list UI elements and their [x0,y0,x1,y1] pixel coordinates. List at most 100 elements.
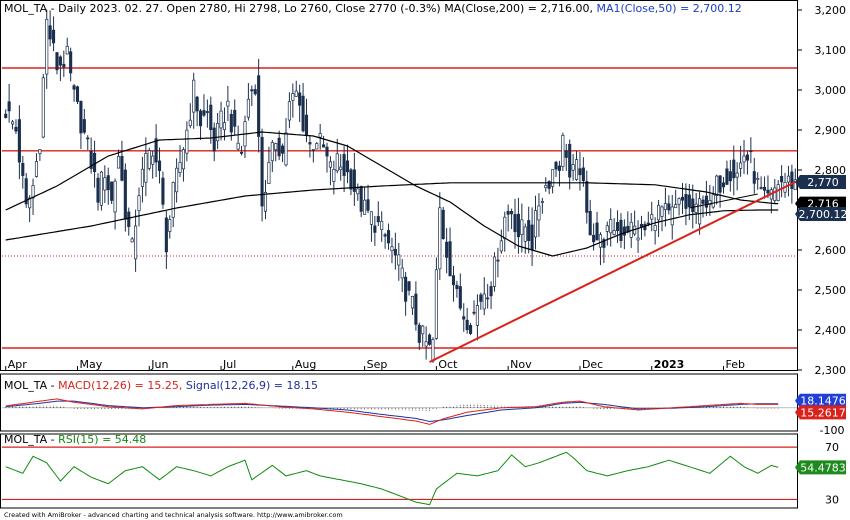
candle-body [373,225,377,233]
rsi-frame [0,433,798,509]
candle-body [99,171,103,206]
candle-body [267,161,271,185]
candle-body [530,224,534,251]
candle-body [766,189,770,194]
candle-body [739,162,743,169]
candle-body [301,95,305,132]
candle-body [486,297,490,300]
candle-body [619,219,623,241]
candle-body [585,181,589,213]
candle-body [721,182,726,188]
candle-body [195,96,199,112]
candle-body [680,196,685,201]
candle-body [595,222,599,241]
candle-body [339,166,343,171]
candle-body [510,211,514,215]
candle-body [260,136,264,207]
candle-body [523,226,527,242]
candle-body [708,200,712,205]
candle-body [547,181,551,189]
candle-body [759,187,763,189]
candle-body [657,204,661,221]
candle-body [417,324,421,343]
candle-body [281,145,285,154]
x-tick-label: Jul [222,358,236,371]
candle-body [178,162,182,173]
candle-body [116,155,121,169]
candle-body [728,171,732,182]
candle-body [34,161,39,177]
x-tick-label: Sep [367,358,388,371]
candle-body [564,150,568,158]
candle-body [465,319,469,331]
close-badge: 2,770 [807,176,839,189]
candle-body [168,219,172,232]
candle-body [581,167,585,182]
candle-body [236,142,240,150]
candle-body [24,178,28,205]
candle-body [735,172,739,178]
ma50-line [5,131,779,257]
price-tick-label: 2,900 [815,124,847,137]
candle-body [653,225,657,232]
x-tick-label: Nov [510,358,532,371]
candle-body [65,45,69,55]
candle-body [704,195,708,208]
candle-body [756,177,760,180]
price-tick-label: 3,000 [815,84,847,97]
candle-body [780,176,784,183]
candle-body [216,123,220,142]
candle-body [106,175,110,191]
macd-line [5,398,779,425]
candle-body [342,154,346,176]
candle-body [496,259,500,262]
candle-body [113,180,117,213]
candle-body [274,143,278,150]
candle-body [568,143,572,178]
candle-body [544,185,548,189]
candle-body [48,25,52,40]
price-tick-label: 3,100 [815,44,847,57]
candle-body [287,101,291,121]
signal-badge-shape [795,393,846,408]
price-tick-label: 2,500 [815,284,847,297]
candle-body [41,77,45,138]
candle-body [17,119,21,163]
candle-body [793,179,797,190]
candle-body [110,181,114,201]
candle-body [431,339,435,362]
candle-body [96,177,100,203]
candle-body [660,206,664,217]
ma50-badge: 2,700.12 [799,208,848,221]
candle-body [31,185,35,199]
candle-body [315,143,319,150]
candle-body [233,109,237,127]
x-tick-label: Aug [295,358,316,371]
candle-body [588,211,592,236]
candle-body [711,194,715,208]
candle-body [349,169,353,190]
rsi-tick-label: 30 [825,493,839,506]
candle-body [277,137,281,157]
candle-body [691,198,695,213]
candle-body [646,222,650,225]
candle-body [458,286,462,309]
price-tick-label: 2,600 [815,244,847,257]
candle-body [21,162,25,176]
candle-body [410,295,415,309]
x-tick-label: Oct [438,358,458,371]
x-tick-label: Dec [582,358,603,371]
candle-body [383,234,387,237]
candle-body [52,29,56,44]
candle-body [790,171,794,189]
candle-body [650,214,654,220]
candle-body [10,121,15,125]
candle-body [687,194,691,208]
candle-body [253,89,257,95]
candle-body [69,51,73,74]
candle-body [250,89,254,92]
candle-body [246,98,250,118]
candle-body [684,194,688,209]
candle-body [332,169,336,182]
candle-body [667,203,671,211]
